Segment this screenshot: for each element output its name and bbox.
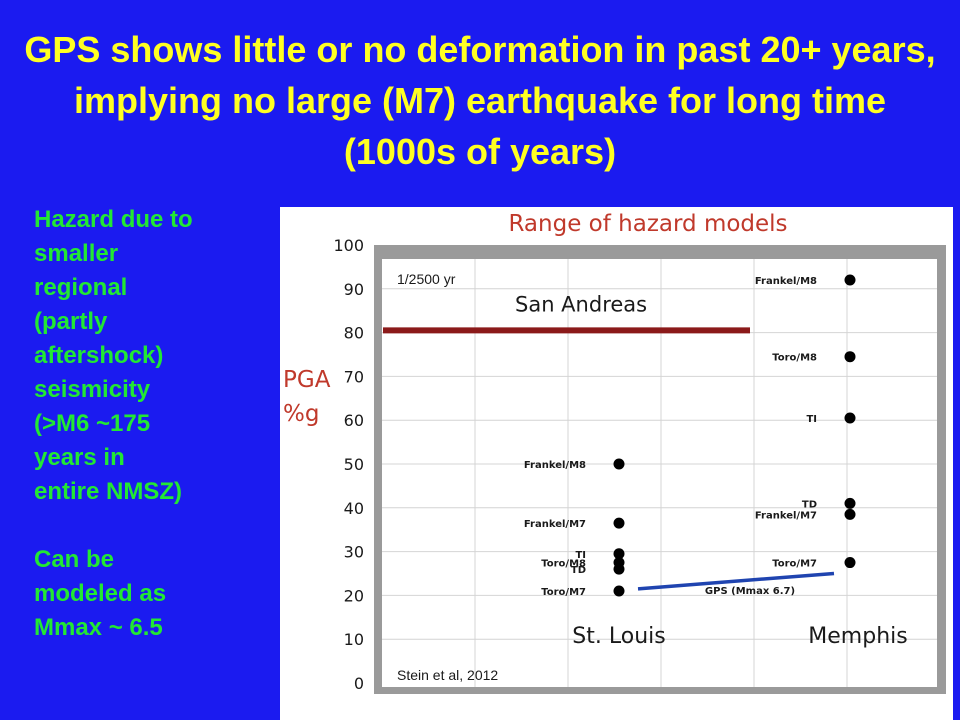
y-tick-labels: 0 10 20 30 40 50 60 70 80 90 100	[333, 236, 364, 693]
data-point-label: Frankel/M7	[755, 510, 817, 521]
data-point-label: Frankel/M7	[524, 519, 586, 530]
category-labels: St. Louis Memphis	[572, 624, 907, 649]
y-tick-label: 0	[354, 674, 364, 693]
hazard-chart: Range of hazard models 0 10 20 30 40 50 60 70 80…	[283, 211, 946, 694]
y-tick-label: 80	[344, 324, 364, 343]
side-line: regional	[34, 274, 128, 301]
data-point	[844, 351, 856, 363]
data-point	[844, 274, 856, 286]
data-point	[613, 458, 625, 470]
side-line: Can be	[34, 546, 115, 573]
y-tick-label: 100	[333, 236, 364, 255]
data-point	[844, 508, 856, 520]
side-line: aftershock)	[34, 342, 164, 369]
data-point-label: TD	[571, 565, 586, 576]
data-point-label: Toro/M8	[772, 353, 817, 364]
y-tick-label: 60	[344, 411, 364, 430]
data-point-label: TI	[806, 414, 817, 425]
category-label: St. Louis	[572, 624, 665, 649]
data-point-label: Toro/M8	[541, 559, 586, 570]
side-text: Hazard due to smaller regional (partly a…	[34, 203, 274, 645]
category-label: Memphis	[808, 624, 907, 649]
y-tick-label: 50	[344, 455, 364, 474]
annotation-top: 1/2500 yr	[397, 271, 456, 287]
side-line: modeled as	[34, 580, 167, 607]
data-point	[613, 517, 625, 529]
y-tick-label: 30	[344, 543, 364, 562]
data-point-label: Toro/M7	[772, 559, 817, 570]
data-point	[613, 585, 625, 597]
reference-lines: San Andreas GPS (Mmax 6.7)	[383, 292, 835, 597]
gps-label: GPS (Mmax 6.7)	[705, 586, 795, 597]
side-line: (>M6 ~175	[34, 410, 151, 437]
side-line: Hazard due to	[34, 206, 193, 233]
side-line: years in	[34, 444, 125, 471]
data-point-label: TD	[802, 499, 817, 510]
gps-line	[637, 571, 835, 591]
data-point	[613, 548, 625, 560]
y-axis-label-line: PGA	[283, 367, 331, 393]
side-line: seismicity	[34, 376, 151, 403]
y-axis-label-line: %g	[283, 401, 319, 427]
slide-title: GPS shows little or no deformation in pa…	[24, 29, 936, 172]
data-point	[844, 412, 856, 424]
y-tick-label: 70	[344, 367, 364, 386]
san-andreas-label: San Andreas	[515, 292, 647, 316]
data-point-label: Frankel/M8	[755, 276, 817, 287]
data-point	[844, 497, 856, 509]
data-point-label: Toro/M7	[541, 587, 586, 598]
data-point-label: Frankel/M8	[524, 460, 586, 471]
y-axis-label: PGA %g	[283, 367, 338, 427]
side-line: smaller	[34, 240, 119, 267]
y-tick-label: 90	[344, 280, 364, 299]
data-point	[844, 557, 856, 569]
y-tick-label: 40	[344, 499, 364, 518]
side-line: Mmax ~ 6.5	[34, 614, 163, 641]
chart-title: Range of hazard models	[508, 211, 787, 237]
data-points: Frankel/M8Frankel/M7TIToro/M8TDToro/M7Fr…	[524, 274, 856, 598]
data-point	[613, 563, 625, 575]
data-point-label: TI	[575, 550, 586, 561]
side-line: (partly	[34, 308, 108, 335]
y-tick-label: 20	[344, 586, 364, 605]
y-tick-label: 10	[344, 630, 364, 649]
hazard-chart-figure: Range of hazard models 0 10 20 30 40 50 60 70 80…	[280, 207, 953, 720]
side-line: entire NMSZ)	[34, 478, 183, 505]
plot-area	[382, 259, 937, 687]
credit-label: Stein et al, 2012	[397, 667, 498, 683]
